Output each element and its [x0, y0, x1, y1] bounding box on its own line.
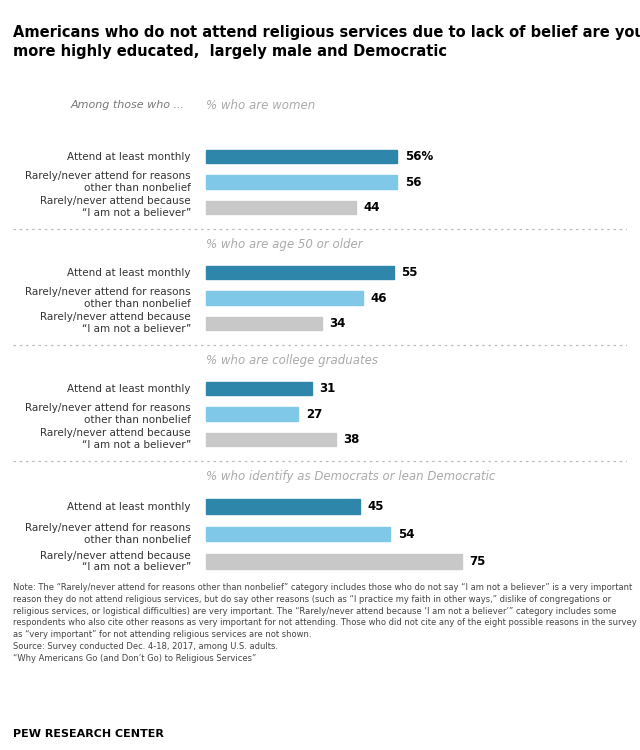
Text: 56: 56	[404, 176, 421, 188]
Text: PEW RESEARCH CENTER: PEW RESEARCH CENTER	[13, 729, 164, 739]
Text: 44: 44	[364, 201, 380, 214]
Text: Rarely/never attend because
“I am not a believer”: Rarely/never attend because “I am not a …	[40, 428, 191, 450]
Text: Attend at least monthly: Attend at least monthly	[67, 384, 191, 394]
Text: Attend at least monthly: Attend at least monthly	[67, 502, 191, 512]
Bar	[206, 554, 462, 568]
Text: 56%: 56%	[404, 150, 433, 164]
Bar	[206, 266, 394, 279]
Text: 45: 45	[367, 500, 383, 513]
Text: % who identify as Democrats or lean Democratic: % who identify as Democrats or lean Demo…	[206, 470, 496, 483]
Text: Among those who ...: Among those who ...	[71, 100, 185, 110]
Text: 38: 38	[343, 433, 360, 445]
Text: % who are women: % who are women	[206, 99, 316, 112]
Text: 31: 31	[319, 382, 335, 395]
Text: Rarely/never attend because
“I am not a believer”: Rarely/never attend because “I am not a …	[40, 550, 191, 572]
Text: Rarely/never attend because
“I am not a believer”: Rarely/never attend because “I am not a …	[40, 196, 191, 218]
Text: Americans who do not attend religious services due to lack of belief are younger: Americans who do not attend religious se…	[13, 25, 640, 58]
Text: Rarely/never attend for reasons
other than nonbelief: Rarely/never attend for reasons other th…	[26, 287, 191, 309]
Bar	[206, 433, 336, 445]
Bar	[206, 500, 360, 514]
Bar	[206, 150, 397, 164]
Text: Rarely/never attend because
“I am not a believer”: Rarely/never attend because “I am not a …	[40, 313, 191, 334]
Text: Attend at least monthly: Attend at least monthly	[67, 152, 191, 162]
Bar	[206, 526, 390, 542]
Bar	[206, 176, 397, 188]
Text: 46: 46	[371, 292, 387, 304]
Bar	[206, 292, 363, 304]
Bar	[206, 407, 298, 421]
Bar	[206, 316, 323, 330]
Text: % who are age 50 or older: % who are age 50 or older	[206, 238, 363, 250]
Text: % who are college graduates: % who are college graduates	[206, 354, 378, 367]
Text: 27: 27	[306, 407, 322, 421]
Text: 54: 54	[398, 527, 414, 541]
Text: Rarely/never attend for reasons
other than nonbelief: Rarely/never attend for reasons other th…	[26, 524, 191, 544]
Text: Note: The “Rarely/never attend for reasons other than nonbelief” category includ: Note: The “Rarely/never attend for reaso…	[13, 583, 637, 663]
Bar	[206, 201, 356, 214]
Bar	[206, 382, 312, 395]
Text: 34: 34	[330, 316, 346, 330]
Text: Rarely/never attend for reasons
other than nonbelief: Rarely/never attend for reasons other th…	[26, 404, 191, 424]
Text: Rarely/never attend for reasons
other than nonbelief: Rarely/never attend for reasons other th…	[26, 171, 191, 193]
Text: 55: 55	[401, 266, 418, 279]
Text: 75: 75	[470, 555, 486, 568]
Text: Attend at least monthly: Attend at least monthly	[67, 268, 191, 278]
